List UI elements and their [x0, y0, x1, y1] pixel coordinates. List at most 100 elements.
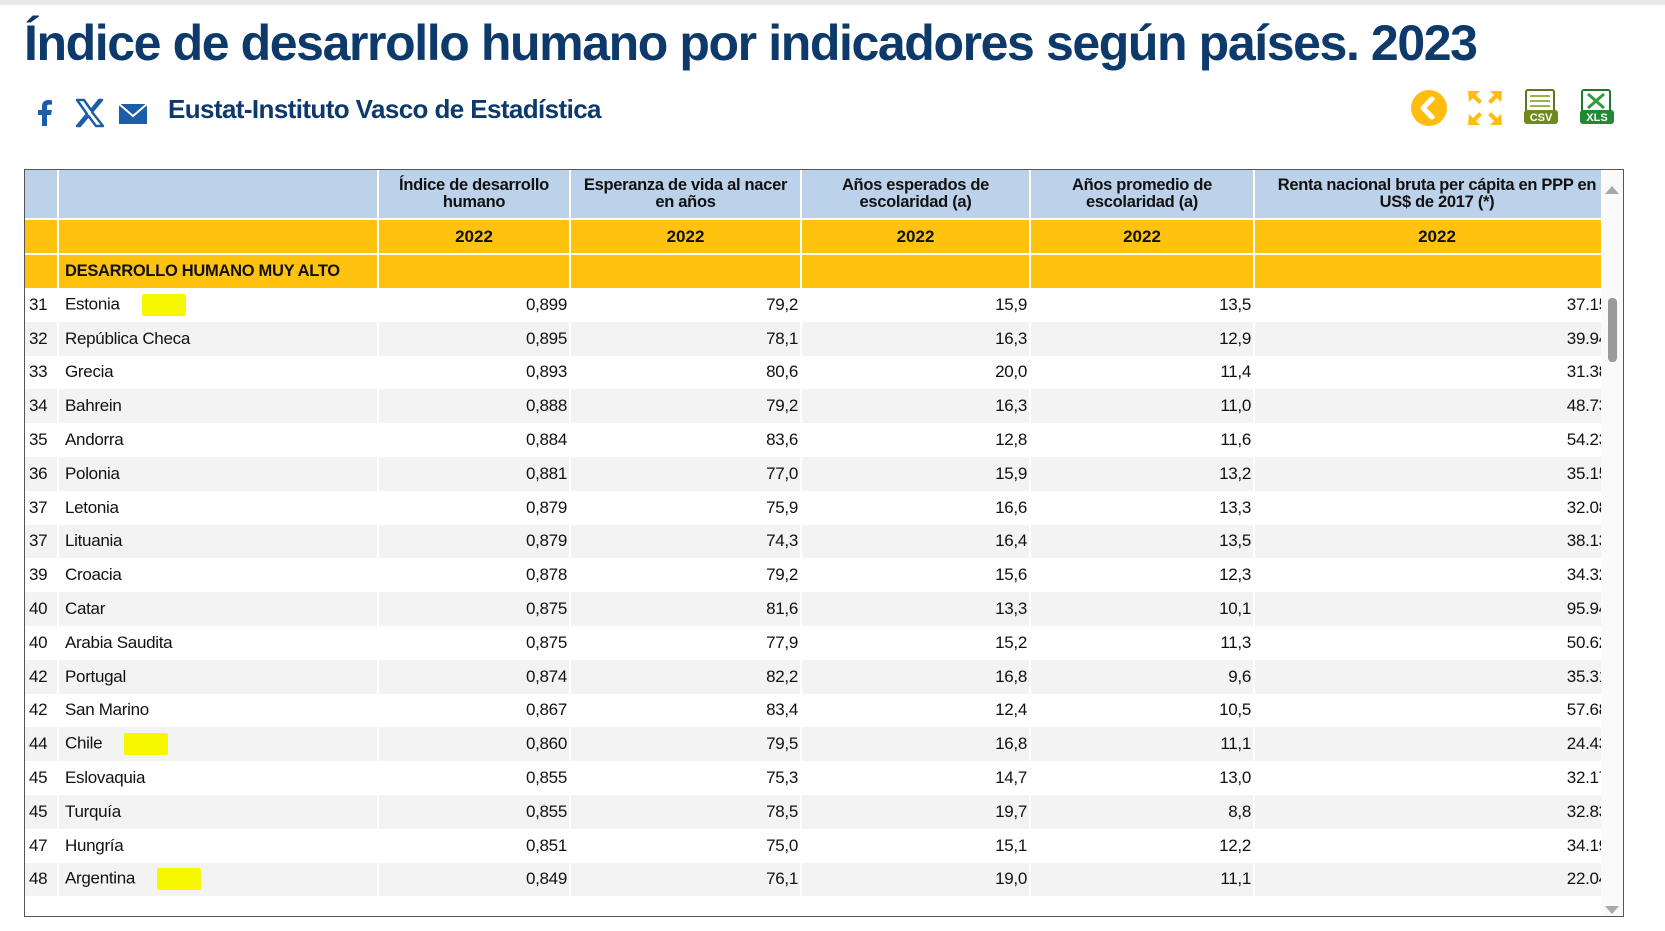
- life-expectancy-cell: 81,6: [570, 592, 802, 626]
- country-name: Argentina: [65, 868, 136, 888]
- rank-cell: 42: [25, 659, 59, 694]
- expected-schooling-cell: 19,7: [801, 794, 1031, 829]
- life-expectancy-cell: 77,9: [570, 625, 802, 660]
- email-icon[interactable]: [116, 96, 150, 130]
- scrollbar-thumb[interactable]: [1608, 298, 1617, 362]
- facebook-icon[interactable]: [28, 96, 62, 130]
- expected-schooling-cell: 15,9: [801, 288, 1031, 322]
- year-header-row: 2022 2022 2022 2022 2022: [25, 218, 1621, 254]
- fullscreen-icon[interactable]: [1466, 88, 1504, 128]
- mean-schooling-cell: 13,5: [1030, 524, 1255, 559]
- data-table: Índice de desarrollo humano Esperanza de…: [25, 170, 1621, 897]
- expected-schooling-cell: 14,7: [801, 761, 1031, 795]
- life-expectancy-cell: 80,6: [570, 355, 802, 390]
- gni-cell: 95.944: [1254, 592, 1621, 626]
- top-border: [0, 0, 1665, 5]
- mean-schooling-cell: 13,0: [1030, 761, 1255, 795]
- rank-cell: 33: [25, 355, 59, 390]
- highlight-mark: [124, 733, 169, 756]
- table-row: 42 Portugal 0,874 82,2 16,8 9,6 35.315: [25, 659, 1621, 694]
- country-cell: Eslovaquia: [58, 761, 379, 795]
- hdi-cell: 0,855: [378, 761, 571, 795]
- life-expectancy-cell: 76,1: [570, 862, 802, 897]
- country-cell: Letonia: [58, 490, 379, 525]
- header-rank-blank: [25, 170, 59, 219]
- social-share-bar: [28, 96, 150, 130]
- expected-schooling-cell: 16,6: [801, 490, 1031, 525]
- mean-schooling-cell: 11,1: [1030, 862, 1255, 897]
- table-row: 31 Estonia 0,899 79,2 15,9 13,5 37.152: [25, 288, 1621, 322]
- data-table-container[interactable]: Índice de desarrollo humano Esperanza de…: [24, 169, 1624, 917]
- expected-schooling-cell: 16,3: [801, 321, 1031, 356]
- vertical-scrollbar[interactable]: [1601, 170, 1623, 916]
- mean-schooling-cell: 12,3: [1030, 558, 1255, 593]
- csv-download-icon[interactable]: CSV: [1522, 88, 1560, 128]
- rank-cell: 37: [25, 524, 59, 559]
- gni-cell: 31.382: [1254, 355, 1621, 390]
- highlight-mark: [141, 293, 186, 316]
- table-row: 40 Arabia Saudita 0,875 77,9 15,2 11,3 50.620: [25, 625, 1621, 660]
- life-expectancy-cell: 78,5: [570, 794, 802, 829]
- scroll-down-arrow-icon[interactable]: [1605, 906, 1619, 914]
- back-icon[interactable]: [1410, 88, 1448, 128]
- expected-schooling-cell: 16,8: [801, 727, 1031, 762]
- country-cell: Andorra: [58, 423, 379, 457]
- table-row: 45 Eslovaquia 0,855 75,3 14,7 13,0 32.171: [25, 761, 1621, 795]
- mean-schooling-cell: 9,6: [1030, 659, 1255, 694]
- country-name: República Checa: [65, 328, 190, 348]
- country-cell: Lituania: [58, 524, 379, 559]
- table-row: 47 Hungría 0,851 75,0 15,1 12,2 34.196: [25, 828, 1621, 863]
- country-cell: Catar: [58, 592, 379, 626]
- gni-cell: 39.945: [1254, 321, 1621, 356]
- country-cell: República Checa: [58, 321, 379, 356]
- country-name: Andorra: [65, 430, 124, 450]
- expected-schooling-cell: 12,4: [801, 693, 1031, 728]
- mean-schooling-cell: 13,3: [1030, 490, 1255, 525]
- expected-schooling-cell: 16,4: [801, 524, 1031, 559]
- column-header-row: Índice de desarrollo humano Esperanza de…: [25, 170, 1621, 219]
- hdi-cell: 0,895: [378, 321, 571, 356]
- group-cell-blank: [570, 253, 802, 288]
- rank-cell: 32: [25, 321, 59, 356]
- country-name: Lituania: [65, 531, 123, 551]
- table-row: 36 Polonia 0,881 77,0 15,9 13,2 35.151: [25, 456, 1621, 491]
- table-row: 35 Andorra 0,884 83,6 12,8 11,6 54.233: [25, 423, 1621, 457]
- column-header-life-expectancy: Esperanza de vida al nacer en años: [570, 170, 802, 219]
- hdi-cell: 0,888: [378, 389, 571, 424]
- column-header-hdi: Índice de desarrollo humano: [378, 170, 571, 219]
- x-icon[interactable]: [72, 96, 106, 130]
- rank-cell: 47: [25, 828, 59, 863]
- rank-cell: 44: [25, 727, 59, 762]
- hdi-cell: 0,867: [378, 693, 571, 728]
- hdi-cell: 0,849: [378, 862, 571, 897]
- country-name: Portugal: [65, 666, 126, 686]
- group-rank-blank: [25, 253, 59, 288]
- xls-download-icon[interactable]: XLS: [1578, 88, 1616, 128]
- page-title: Índice de desarrollo humano por indicado…: [24, 15, 1478, 71]
- gni-cell: 54.233: [1254, 423, 1621, 457]
- year-header: 2022: [1254, 218, 1621, 254]
- year-header: 2022: [801, 218, 1031, 254]
- table-row: 37 Lituania 0,879 74,3 16,4 13,5 38.131: [25, 524, 1621, 559]
- country-name: Croacia: [65, 565, 122, 585]
- expected-schooling-cell: 12,8: [801, 423, 1031, 457]
- country-cell: Grecia: [58, 355, 379, 390]
- scroll-up-arrow-icon[interactable]: [1605, 186, 1619, 194]
- mean-schooling-cell: 11,0: [1030, 389, 1255, 424]
- gni-cell: 35.315: [1254, 659, 1621, 694]
- country-name: Turquía: [65, 801, 121, 821]
- mean-schooling-cell: 13,2: [1030, 456, 1255, 491]
- expected-schooling-cell: 19,0: [801, 862, 1031, 897]
- hdi-cell: 0,881: [378, 456, 571, 491]
- life-expectancy-cell: 74,3: [570, 524, 802, 559]
- hdi-cell: 0,884: [378, 423, 571, 457]
- expected-schooling-cell: 16,3: [801, 389, 1031, 424]
- mean-schooling-cell: 11,4: [1030, 355, 1255, 390]
- group-header-row: DESARROLLO HUMANO MUY ALTO: [25, 253, 1621, 288]
- country-name: Estonia: [65, 294, 120, 314]
- country-cell: Bahrein: [58, 389, 379, 424]
- gni-cell: 35.151: [1254, 456, 1621, 491]
- highlight-mark: [157, 868, 202, 891]
- column-header-gni: Renta nacional bruta per cápita en PPP e…: [1254, 170, 1621, 219]
- life-expectancy-cell: 79,5: [570, 727, 802, 762]
